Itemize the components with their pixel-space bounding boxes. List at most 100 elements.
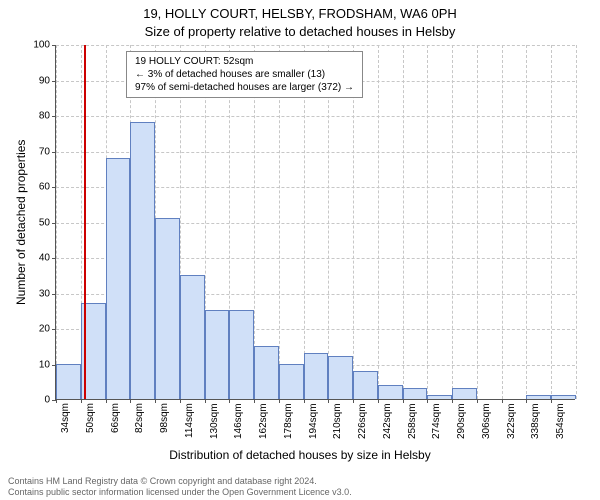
annotation-line1: 19 HOLLY COURT: 52sqm [135,55,354,68]
gridline-vertical [304,45,305,399]
histogram-bar [304,353,329,399]
y-tick-label: 60 [39,182,56,193]
x-tick-mark [403,399,404,403]
histogram-bar [551,395,576,399]
x-tick-label: 194sqm [308,403,319,439]
gridline-vertical [526,45,527,399]
gridline-vertical [452,45,453,399]
x-tick-label: 226sqm [357,403,368,439]
x-tick-mark [502,399,503,403]
x-tick-mark [254,399,255,403]
y-tick-label: 100 [33,40,56,51]
histogram-bar [452,388,477,399]
x-tick-label: 338sqm [530,403,541,439]
x-tick-label: 50sqm [85,403,96,433]
y-tick-label: 0 [44,395,56,406]
y-tick-label: 10 [39,359,56,370]
x-tick-mark [328,399,329,403]
histogram-bar [353,371,378,399]
x-tick-mark [81,399,82,403]
x-tick-label: 82sqm [134,403,145,433]
x-tick-mark [180,399,181,403]
x-tick-mark [304,399,305,403]
histogram-bar [205,310,230,399]
y-tick-label: 50 [39,217,56,228]
histogram-bar [180,275,205,399]
gridline-vertical [403,45,404,399]
annotation-line3: 97% of semi-detached houses are larger (… [135,81,354,94]
x-tick-label: 274sqm [431,403,442,439]
histogram-bar [155,218,180,399]
y-tick-label: 80 [39,111,56,122]
histogram-bar [403,388,428,399]
footer-line2: Contains public sector information licen… [8,487,352,498]
histogram-bar [427,395,452,399]
x-tick-mark [452,399,453,403]
x-tick-mark [106,399,107,403]
y-tick-label: 90 [39,75,56,86]
chart-container: 19, HOLLY COURT, HELSBY, FRODSHAM, WA6 0… [0,0,600,500]
x-tick-label: 290sqm [456,403,467,439]
y-axis-label: Number of detached properties [14,140,28,305]
chart-title-description: Size of property relative to detached ho… [0,24,600,39]
x-axis-label: Distribution of detached houses by size … [0,448,600,462]
x-tick-label: 98sqm [159,403,170,433]
gridline-vertical [551,45,552,399]
gridline-vertical [328,45,329,399]
x-tick-label: 130sqm [209,403,220,439]
histogram-bar [229,310,254,399]
x-tick-label: 242sqm [382,403,393,439]
plot-area: 010203040506070809010034sqm50sqm66sqm82s… [55,45,575,400]
histogram-bar [378,385,403,399]
property-marker-line [84,45,86,399]
y-tick-label: 70 [39,146,56,157]
x-tick-mark [526,399,527,403]
gridline-horizontal [56,116,575,117]
x-tick-mark [427,399,428,403]
y-tick-label: 40 [39,253,56,264]
x-tick-label: 322sqm [506,403,517,439]
histogram-bar [328,356,353,399]
x-tick-label: 146sqm [233,403,244,439]
footer-credits: Contains HM Land Registry data © Crown c… [8,476,352,498]
x-tick-mark [353,399,354,403]
x-tick-mark [155,399,156,403]
histogram-bar [106,158,131,399]
x-tick-mark [130,399,131,403]
x-tick-label: 162sqm [258,403,269,439]
gridline-vertical [477,45,478,399]
y-tick-label: 30 [39,288,56,299]
histogram-bar [56,364,81,400]
x-tick-label: 114sqm [184,403,195,438]
histogram-bar [254,346,279,399]
annotation-line2: ← 3% of detached houses are smaller (13) [135,68,354,81]
x-tick-mark [378,399,379,403]
x-tick-label: 210sqm [332,403,343,439]
x-tick-label: 66sqm [110,403,121,433]
gridline-vertical [427,45,428,399]
y-tick-label: 20 [39,324,56,335]
gridline-vertical [378,45,379,399]
x-tick-mark [56,399,57,403]
chart-title-address: 19, HOLLY COURT, HELSBY, FRODSHAM, WA6 0… [0,6,600,21]
histogram-bar [279,364,304,400]
x-tick-label: 354sqm [555,403,566,439]
x-tick-mark [477,399,478,403]
x-tick-mark [205,399,206,403]
histogram-bar [526,395,551,399]
gridline-vertical [56,45,57,399]
x-tick-mark [229,399,230,403]
x-tick-label: 178sqm [283,403,294,439]
gridline-vertical [353,45,354,399]
gridline-vertical [576,45,577,399]
footer-line1: Contains HM Land Registry data © Crown c… [8,476,352,487]
x-tick-mark [279,399,280,403]
gridline-vertical [279,45,280,399]
x-tick-label: 258sqm [407,403,418,439]
histogram-bar [130,122,155,399]
x-tick-mark [551,399,552,403]
gridline-vertical [502,45,503,399]
x-tick-label: 34sqm [60,403,71,433]
annotation-box: 19 HOLLY COURT: 52sqm ← 3% of detached h… [126,51,363,98]
gridline-horizontal [56,45,575,46]
